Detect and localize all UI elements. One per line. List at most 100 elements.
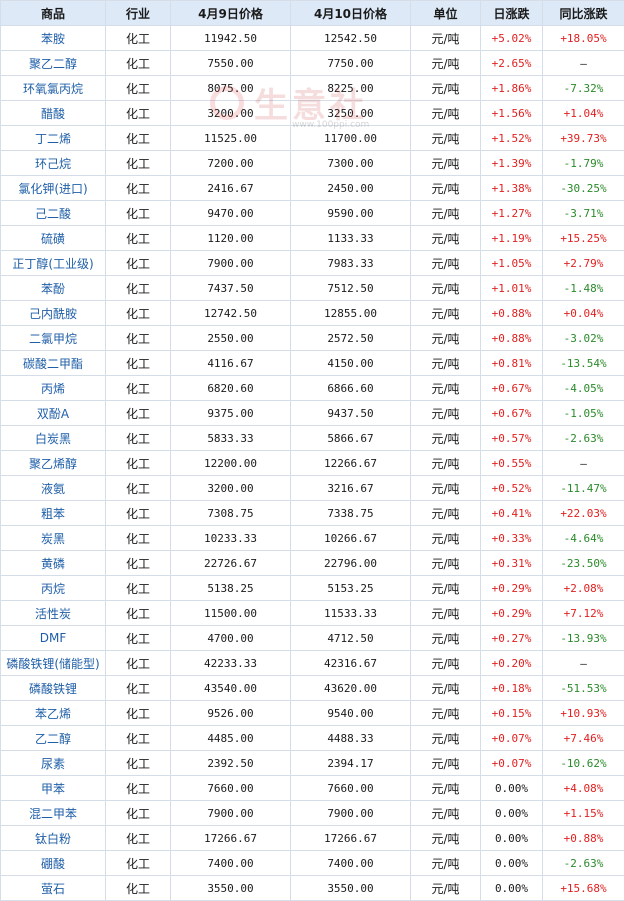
unit-cell: 元/吨	[410, 75, 481, 101]
unit-cell: 元/吨	[410, 475, 481, 501]
commodity-name[interactable]: 丙烷	[0, 575, 106, 601]
price-apr9-cell: 12200.00	[170, 450, 291, 476]
unit-cell: 元/吨	[410, 400, 481, 426]
table-row: 聚乙烯醇 化工 12200.00 12266.67 元/吨 +0.55% —	[0, 450, 624, 476]
commodity-name[interactable]: 钛白粉	[0, 825, 106, 851]
commodity-name[interactable]: 磷酸铁锂(储能型)	[0, 650, 106, 676]
yoy-change-cell: -51.53%	[542, 675, 624, 701]
yoy-change-cell: —	[542, 450, 624, 476]
yoy-change-cell: -7.32%	[542, 75, 624, 101]
commodity-name[interactable]: 萤石	[0, 875, 106, 901]
commodity-name[interactable]: 苯酚	[0, 275, 106, 301]
commodity-name[interactable]: 硼酸	[0, 850, 106, 876]
industry-cell: 化工	[105, 300, 171, 326]
commodity-name[interactable]: 磷酸铁锂	[0, 675, 106, 701]
price-apr10-cell: 2450.00	[290, 175, 411, 201]
commodity-name[interactable]: 丙烯	[0, 375, 106, 401]
commodity-name[interactable]: 液氨	[0, 475, 106, 501]
daily-change-cell: +1.01%	[480, 275, 543, 301]
industry-cell: 化工	[105, 425, 171, 451]
industry-cell: 化工	[105, 575, 171, 601]
commodity-name[interactable]: 正丁醇(工业级)	[0, 250, 106, 276]
yoy-change-cell: -13.54%	[542, 350, 624, 376]
commodity-name[interactable]: 己二酸	[0, 200, 106, 226]
table-row: 环氧氯丙烷 化工 8075.00 8225.00 元/吨 +1.86% -7.32%	[0, 75, 624, 101]
table-row: 液氨 化工 3200.00 3216.67 元/吨 +0.52% -11.47%	[0, 475, 624, 501]
commodity-name[interactable]: 尿素	[0, 750, 106, 776]
price-apr9-cell: 9526.00	[170, 700, 291, 726]
table-row: 己内酰胺 化工 12742.50 12855.00 元/吨 +0.88% +0.04%	[0, 300, 624, 326]
table-row: 二氯甲烷 化工 2550.00 2572.50 元/吨 +0.88% -3.02%	[0, 325, 624, 351]
commodity-name[interactable]: 甲苯	[0, 775, 106, 801]
commodity-name[interactable]: 粗苯	[0, 500, 106, 526]
commodity-name[interactable]: 氯化钾(进口)	[0, 175, 106, 201]
commodity-name[interactable]: 活性炭	[0, 600, 106, 626]
commodity-name[interactable]: 己内酰胺	[0, 300, 106, 326]
unit-cell: 元/吨	[410, 375, 481, 401]
commodity-name[interactable]: 苯乙烯	[0, 700, 106, 726]
commodity-name[interactable]: 混二甲苯	[0, 800, 106, 826]
unit-cell: 元/吨	[410, 875, 481, 901]
commodity-name[interactable]: 碳酸二甲酯	[0, 350, 106, 376]
commodity-name[interactable]: 聚乙二醇	[0, 50, 106, 76]
yoy-change-cell: -13.93%	[542, 625, 624, 651]
commodity-name[interactable]: 乙二醇	[0, 725, 106, 751]
industry-cell: 化工	[105, 450, 171, 476]
commodity-name[interactable]: 环氧氯丙烷	[0, 75, 106, 101]
yoy-change-cell: -10.62%	[542, 750, 624, 776]
price-apr10-cell: 4712.50	[290, 625, 411, 651]
industry-cell: 化工	[105, 75, 171, 101]
price-apr9-cell: 2416.67	[170, 175, 291, 201]
price-apr10-cell: 42316.67	[290, 650, 411, 676]
industry-cell: 化工	[105, 100, 171, 126]
unit-cell: 元/吨	[410, 250, 481, 276]
yoy-change-cell: —	[542, 650, 624, 676]
commodity-name[interactable]: DMF	[0, 625, 106, 651]
commodity-name[interactable]: 炭黑	[0, 525, 106, 551]
daily-change-cell: +0.55%	[480, 450, 543, 476]
commodity-name[interactable]: 苯胺	[0, 25, 106, 51]
commodity-name[interactable]: 黄磷	[0, 550, 106, 576]
commodity-name[interactable]: 丁二烯	[0, 125, 106, 151]
table-row: 萤石 化工 3550.00 3550.00 元/吨 0.00% +15.68%	[0, 875, 624, 901]
price-apr9-cell: 6820.60	[170, 375, 291, 401]
price-apr9-cell: 7200.00	[170, 150, 291, 176]
commodity-name[interactable]: 硫磺	[0, 225, 106, 251]
commodity-name[interactable]: 环己烷	[0, 150, 106, 176]
price-apr10-cell: 9590.00	[290, 200, 411, 226]
price-apr10-cell: 1133.33	[290, 225, 411, 251]
daily-change-cell: 0.00%	[480, 775, 543, 801]
table-row: 黄磷 化工 22726.67 22796.00 元/吨 +0.31% -23.50%	[0, 550, 624, 576]
price-apr10-cell: 12855.00	[290, 300, 411, 326]
table-row: 混二甲苯 化工 7900.00 7900.00 元/吨 0.00% +1.15%	[0, 800, 624, 826]
price-apr9-cell: 5138.25	[170, 575, 291, 601]
price-apr10-cell: 43620.00	[290, 675, 411, 701]
commodity-name[interactable]: 聚乙烯醇	[0, 450, 106, 476]
table-row: 聚乙二醇 化工 7550.00 7750.00 元/吨 +2.65% —	[0, 50, 624, 76]
yoy-change-cell: +15.68%	[542, 875, 624, 901]
price-apr9-cell: 7308.75	[170, 500, 291, 526]
commodity-name[interactable]: 白炭黑	[0, 425, 106, 451]
header-yoy-change: 同比涨跌	[542, 0, 624, 26]
yoy-change-cell: +2.79%	[542, 250, 624, 276]
unit-cell: 元/吨	[410, 500, 481, 526]
commodity-name[interactable]: 双酚A	[0, 400, 106, 426]
header-price-apr9: 4月9日价格	[170, 0, 291, 26]
commodity-name[interactable]: 醋酸	[0, 100, 106, 126]
yoy-change-cell: -3.02%	[542, 325, 624, 351]
daily-change-cell: +0.20%	[480, 650, 543, 676]
daily-change-cell: +2.65%	[480, 50, 543, 76]
table-row: 丁二烯 化工 11525.00 11700.00 元/吨 +1.52% +39.73%	[0, 125, 624, 151]
daily-change-cell: +0.57%	[480, 425, 543, 451]
industry-cell: 化工	[105, 25, 171, 51]
commodity-name[interactable]: 二氯甲烷	[0, 325, 106, 351]
industry-cell: 化工	[105, 600, 171, 626]
table-row: 碳酸二甲酯 化工 4116.67 4150.00 元/吨 +0.81% -13.54%	[0, 350, 624, 376]
industry-cell: 化工	[105, 625, 171, 651]
yoy-change-cell: +1.15%	[542, 800, 624, 826]
unit-cell: 元/吨	[410, 850, 481, 876]
table-row: 丙烯 化工 6820.60 6866.60 元/吨 +0.67% -4.05%	[0, 375, 624, 401]
header-commodity: 商品	[0, 0, 106, 26]
yoy-change-cell: -4.05%	[542, 375, 624, 401]
unit-cell: 元/吨	[410, 525, 481, 551]
